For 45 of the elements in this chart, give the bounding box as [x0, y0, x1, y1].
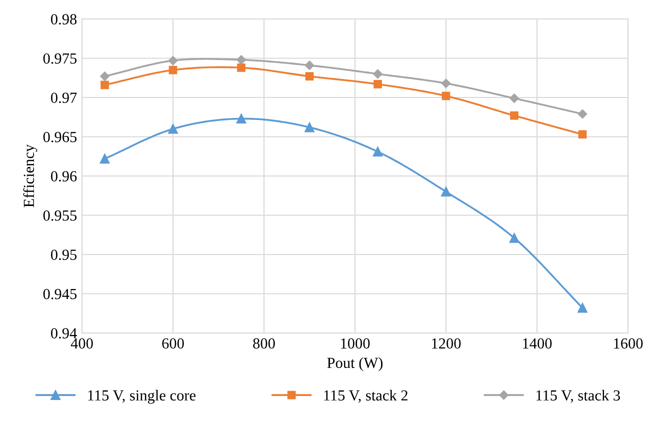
point	[237, 64, 246, 72]
point	[510, 111, 518, 120]
point	[168, 56, 178, 66]
point	[373, 69, 382, 79]
point	[372, 146, 383, 157]
legend-label: 115 V, stack 2	[324, 390, 408, 403]
y-tick-label: 0.955	[43, 210, 77, 221]
point	[441, 186, 451, 197]
point	[168, 124, 178, 134]
x-tick-label: 1600	[614, 338, 643, 349]
y-tick-label: 0.98	[50, 14, 77, 25]
y-tick-label: 0.945	[43, 288, 77, 300]
legend-label: 115 V, stack 3	[536, 390, 620, 403]
y-tick-label: 0.94	[50, 328, 77, 339]
x-tick-label: 1000	[341, 338, 370, 349]
y-tick-label: 0.965	[43, 132, 77, 142]
point	[168, 66, 178, 74]
point	[100, 154, 110, 164]
point	[509, 233, 520, 243]
point	[304, 60, 314, 70]
x-tick-label: 1400	[523, 338, 552, 349]
point	[441, 78, 451, 88]
x-tick-label: 600	[162, 338, 184, 349]
y-tick-label: 0.97	[50, 92, 77, 104]
point	[100, 80, 109, 90]
point	[236, 55, 246, 64]
point	[305, 72, 314, 80]
point	[578, 130, 587, 139]
y-tick-label: 0.96	[50, 171, 77, 182]
y-axis-title: Efficiency	[23, 144, 38, 208]
x-axis-title: Pout (W)	[327, 357, 383, 372]
point	[304, 122, 314, 132]
point	[442, 92, 450, 100]
point	[100, 72, 110, 81]
point	[510, 94, 519, 103]
x-tick-label: 1200	[432, 338, 461, 349]
y-tick-label: 0.975	[43, 53, 77, 64]
point	[236, 114, 246, 124]
x-tick-label: 800	[253, 338, 275, 349]
point	[578, 109, 588, 119]
point	[374, 80, 382, 88]
x-tick-label: 400	[70, 338, 93, 349]
point	[578, 303, 588, 313]
legend-label: 115 V, single core	[88, 390, 196, 404]
y-tick-label: 0.95	[50, 250, 77, 260]
